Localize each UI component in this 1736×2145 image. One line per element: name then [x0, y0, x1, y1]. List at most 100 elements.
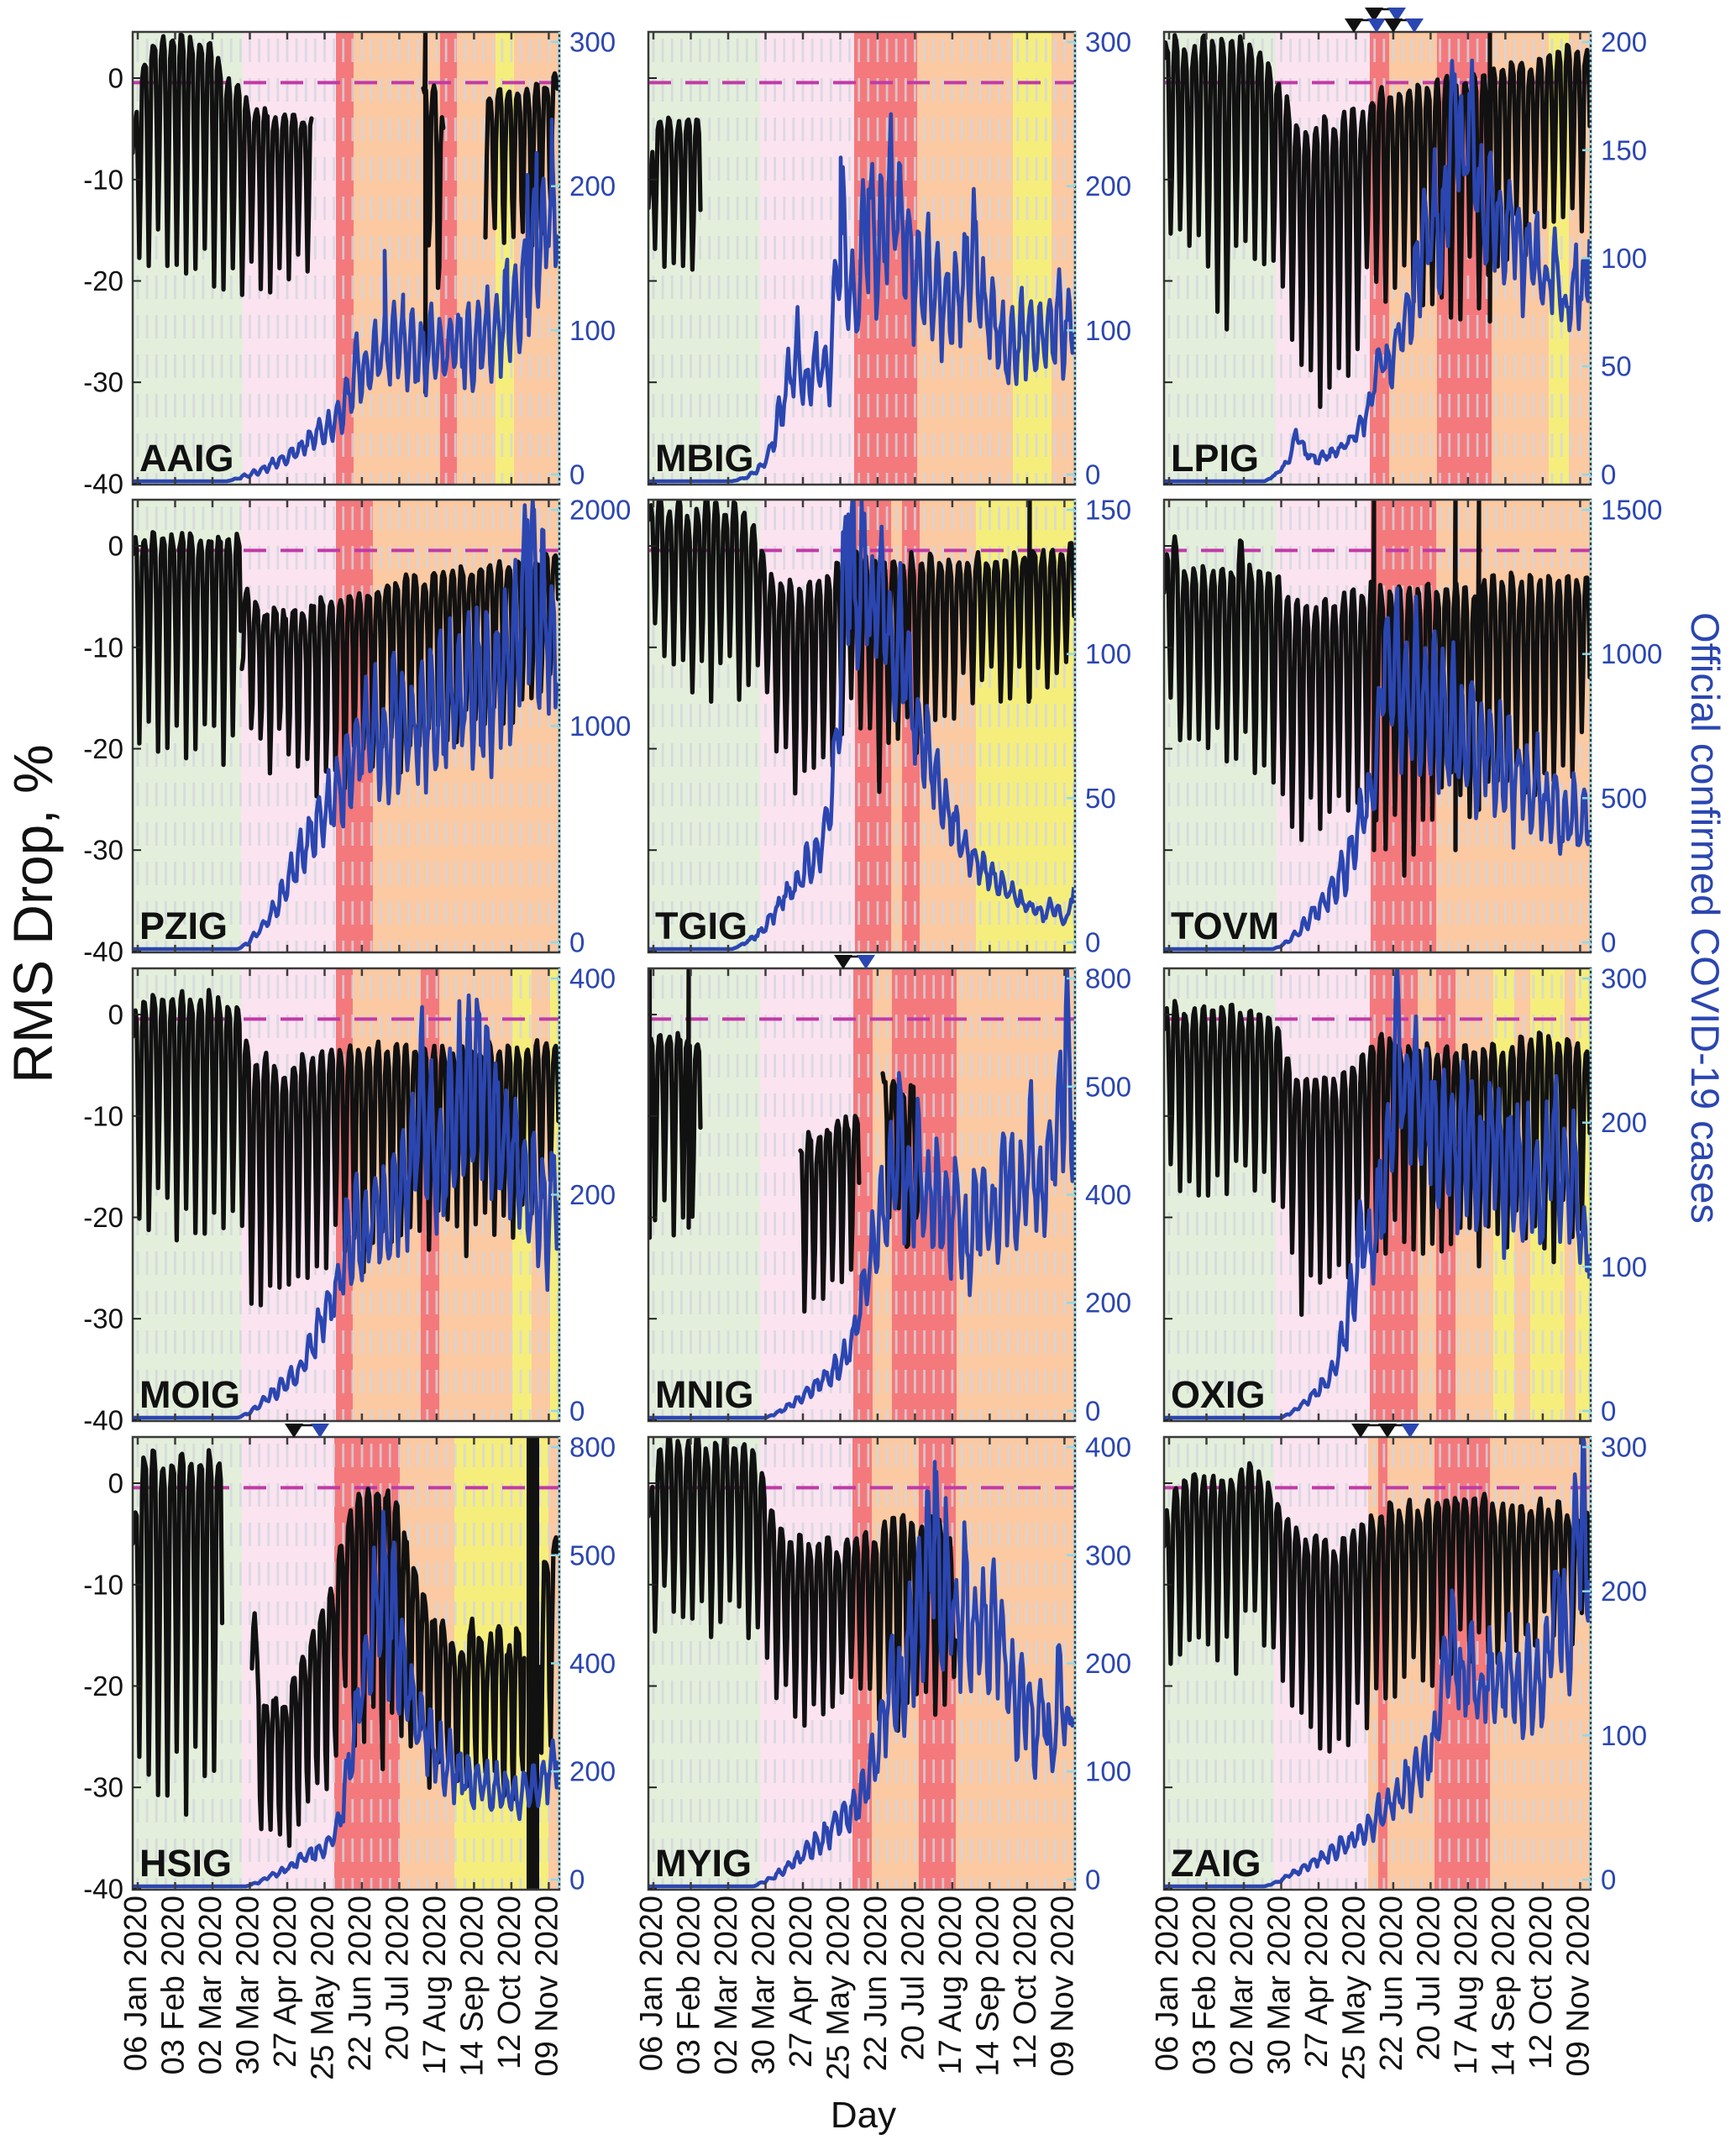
svg-text:-20: -20 — [83, 1670, 123, 1702]
svg-text:TGIG: TGIG — [655, 905, 747, 947]
svg-text:0: 0 — [1085, 1396, 1100, 1427]
svg-text:0: 0 — [1601, 1396, 1616, 1427]
svg-text:400: 400 — [1085, 1179, 1131, 1210]
svg-text:100: 100 — [1085, 1756, 1131, 1787]
svg-text:-40: -40 — [83, 936, 123, 968]
svg-text:500: 500 — [1085, 1071, 1131, 1102]
svg-text:20 Jul 2020: 20 Jul 2020 — [895, 1896, 931, 2061]
svg-text:50: 50 — [1085, 783, 1116, 814]
svg-text:300: 300 — [1601, 963, 1647, 994]
svg-text:200: 200 — [1601, 1576, 1647, 1607]
svg-text:MYIG: MYIG — [655, 1842, 752, 1885]
svg-text:17 Aug 2020: 17 Aug 2020 — [417, 1896, 453, 2074]
svg-text:1000: 1000 — [569, 711, 631, 742]
svg-text:27 Apr 2020: 27 Apr 2020 — [268, 1896, 303, 2068]
svg-text:0: 0 — [108, 531, 123, 562]
svg-text:09 Nov 2020: 09 Nov 2020 — [1560, 1896, 1596, 2077]
svg-text:03 Feb 2020: 03 Feb 2020 — [672, 1896, 707, 2074]
svg-text:400: 400 — [569, 1648, 616, 1679]
svg-text:0: 0 — [108, 999, 123, 1031]
svg-text:300: 300 — [1085, 1539, 1131, 1571]
svg-text:200: 200 — [569, 170, 616, 202]
svg-text:02 Mar 2020: 02 Mar 2020 — [1225, 1896, 1260, 2074]
svg-text:LPIG: LPIG — [1171, 437, 1259, 480]
svg-text:20 Jul 2020: 20 Jul 2020 — [380, 1896, 415, 2061]
svg-text:100: 100 — [1085, 315, 1131, 346]
svg-text:09 Nov 2020: 09 Nov 2020 — [529, 1896, 564, 2077]
svg-text:03 Feb 2020: 03 Feb 2020 — [156, 1896, 191, 2074]
svg-text:0: 0 — [569, 1864, 585, 1896]
svg-text:HSIG: HSIG — [139, 1842, 232, 1885]
svg-text:TOVM: TOVM — [1171, 905, 1279, 947]
svg-text:03 Feb 2020: 03 Feb 2020 — [1188, 1896, 1223, 2074]
svg-text:-20: -20 — [83, 1202, 123, 1233]
svg-text:OXIG: OXIG — [1171, 1373, 1266, 1416]
svg-text:12 Oct 2020: 12 Oct 2020 — [1524, 1896, 1559, 2069]
svg-text:06 Jan 2020: 06 Jan 2020 — [1150, 1896, 1185, 2071]
svg-text:12 Oct 2020: 12 Oct 2020 — [1008, 1896, 1043, 2069]
svg-text:2000: 2000 — [569, 495, 631, 526]
svg-text:400: 400 — [569, 963, 616, 994]
svg-text:20 Jul 2020: 20 Jul 2020 — [1411, 1896, 1446, 2061]
svg-text:200: 200 — [1085, 170, 1131, 202]
svg-text:-30: -30 — [83, 1772, 123, 1803]
svg-text:300: 300 — [1085, 27, 1131, 58]
svg-text:-30: -30 — [83, 367, 123, 398]
svg-text:09 Nov 2020: 09 Nov 2020 — [1045, 1896, 1080, 2077]
svg-text:02 Mar 2020: 02 Mar 2020 — [709, 1896, 744, 2074]
svg-text:-30: -30 — [83, 835, 123, 866]
svg-text:12 Oct 2020: 12 Oct 2020 — [492, 1896, 527, 2069]
svg-text:800: 800 — [1085, 963, 1131, 994]
svg-text:-40: -40 — [83, 469, 123, 500]
svg-text:200: 200 — [569, 1756, 616, 1787]
svg-text:30 Mar 2020: 30 Mar 2020 — [747, 1896, 782, 2074]
svg-text:MNIG: MNIG — [655, 1373, 754, 1416]
svg-text:200: 200 — [569, 1179, 616, 1210]
svg-text:200: 200 — [1601, 27, 1647, 58]
svg-text:06 Jan 2020: 06 Jan 2020 — [118, 1896, 154, 2071]
svg-text:MBIG: MBIG — [655, 437, 754, 480]
svg-text:PZIG: PZIG — [139, 905, 228, 947]
svg-text:30 Mar 2020: 30 Mar 2020 — [231, 1896, 266, 2074]
svg-text:-10: -10 — [83, 164, 123, 195]
svg-text:0: 0 — [108, 1468, 123, 1499]
svg-text:100: 100 — [1601, 1720, 1647, 1751]
svg-text:0: 0 — [108, 63, 123, 94]
svg-text:-10: -10 — [83, 1100, 123, 1131]
svg-text:300: 300 — [569, 27, 616, 58]
svg-text:1500: 1500 — [1601, 495, 1662, 526]
svg-text:22 Jun 2020: 22 Jun 2020 — [1374, 1896, 1409, 2071]
svg-text:300: 300 — [1601, 1432, 1647, 1463]
svg-text:MOIG: MOIG — [139, 1373, 240, 1416]
svg-text:150: 150 — [1085, 495, 1131, 526]
svg-text:25 May 2020: 25 May 2020 — [1337, 1896, 1372, 2080]
svg-text:0: 0 — [1601, 1864, 1616, 1896]
svg-text:1000: 1000 — [1601, 638, 1662, 669]
svg-text:200: 200 — [1601, 1107, 1647, 1138]
svg-text:14 Sep 2020: 14 Sep 2020 — [970, 1896, 1005, 2077]
svg-text:17 Aug 2020: 17 Aug 2020 — [1449, 1896, 1484, 2074]
svg-text:-20: -20 — [83, 733, 123, 764]
svg-text:AAIG: AAIG — [139, 437, 234, 480]
svg-text:27 Apr 2020: 27 Apr 2020 — [1299, 1896, 1335, 2068]
svg-text:06 Jan 2020: 06 Jan 2020 — [634, 1896, 669, 2071]
svg-text:30 Mar 2020: 30 Mar 2020 — [1262, 1896, 1298, 2074]
svg-text:25 May 2020: 25 May 2020 — [821, 1896, 857, 2080]
svg-text:-10: -10 — [83, 1569, 123, 1600]
svg-text:200: 200 — [1085, 1648, 1131, 1679]
svg-text:500: 500 — [1601, 783, 1647, 814]
svg-text:-10: -10 — [83, 632, 123, 663]
svg-text:200: 200 — [1085, 1288, 1131, 1319]
svg-text:0: 0 — [569, 927, 585, 958]
svg-text:100: 100 — [569, 315, 616, 346]
svg-text:0: 0 — [1085, 927, 1100, 958]
svg-text:100: 100 — [1601, 243, 1647, 274]
svg-text:02 Mar 2020: 02 Mar 2020 — [193, 1896, 228, 2074]
svg-text:50: 50 — [1601, 351, 1632, 382]
svg-text:22 Jun 2020: 22 Jun 2020 — [858, 1896, 894, 2071]
svg-text:0: 0 — [569, 459, 585, 490]
svg-text:100: 100 — [1085, 638, 1131, 669]
svg-text:-30: -30 — [83, 1303, 123, 1335]
svg-text:25 May 2020: 25 May 2020 — [306, 1896, 341, 2080]
svg-text:Day: Day — [831, 2095, 896, 2136]
